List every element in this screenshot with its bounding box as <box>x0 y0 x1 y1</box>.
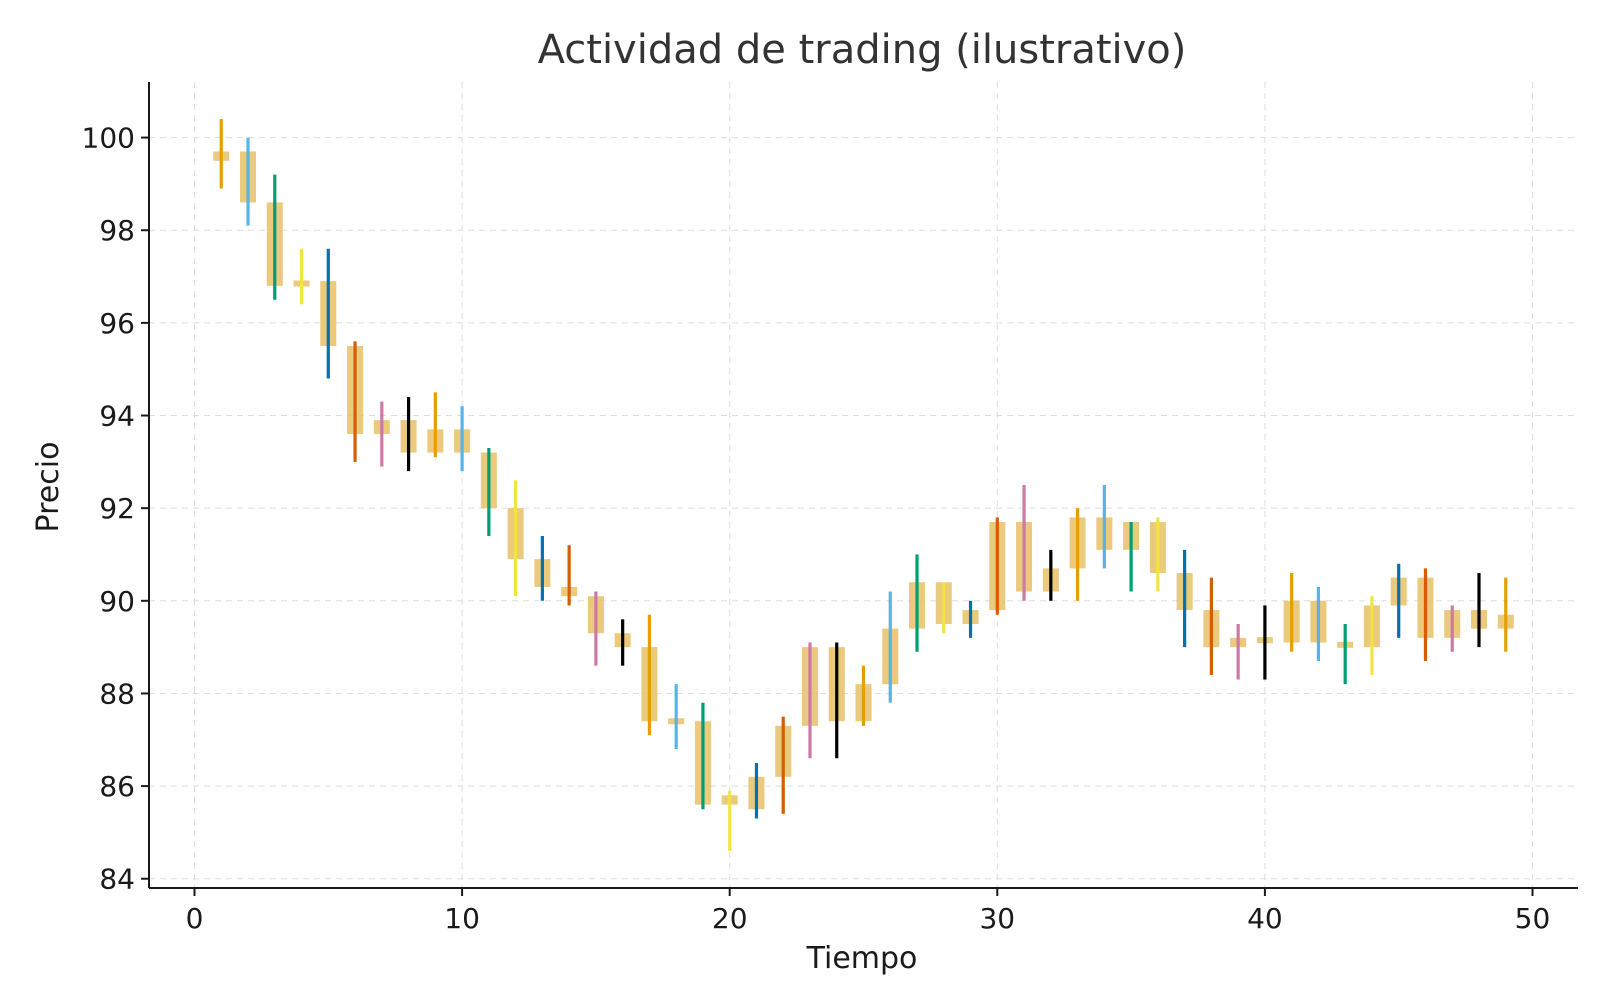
y-axis-title: Precio <box>31 442 66 533</box>
y-tick-label: 94 <box>99 400 135 433</box>
axes <box>141 82 1578 896</box>
x-tick-label: 0 <box>186 902 204 935</box>
y-tick-label: 84 <box>99 863 135 896</box>
x-tick-label: 10 <box>444 902 480 935</box>
x-tick-label: 30 <box>979 902 1015 935</box>
x-tick-label: 40 <box>1247 902 1283 935</box>
candles <box>213 119 1514 851</box>
y-tick-label: 90 <box>99 585 135 618</box>
chart-title: Actividad de trading (ilustrativo) <box>538 27 1187 73</box>
y-tick-label: 86 <box>99 770 135 803</box>
grid-lines <box>149 82 1578 888</box>
x-tick-label: 20 <box>712 902 748 935</box>
y-tick-label: 98 <box>99 214 135 247</box>
x-axis-title: Tiempo <box>806 941 918 976</box>
y-tick-label: 96 <box>99 307 135 340</box>
x-tick-label: 50 <box>1515 902 1551 935</box>
y-tick-label: 100 <box>82 122 135 155</box>
y-tick-label: 88 <box>99 677 135 710</box>
tick-labels: 0 10 20 30 40 50 84 86 88 90 92 94 96 98 100 <box>82 122 1551 935</box>
y-tick-label: 92 <box>99 492 135 525</box>
